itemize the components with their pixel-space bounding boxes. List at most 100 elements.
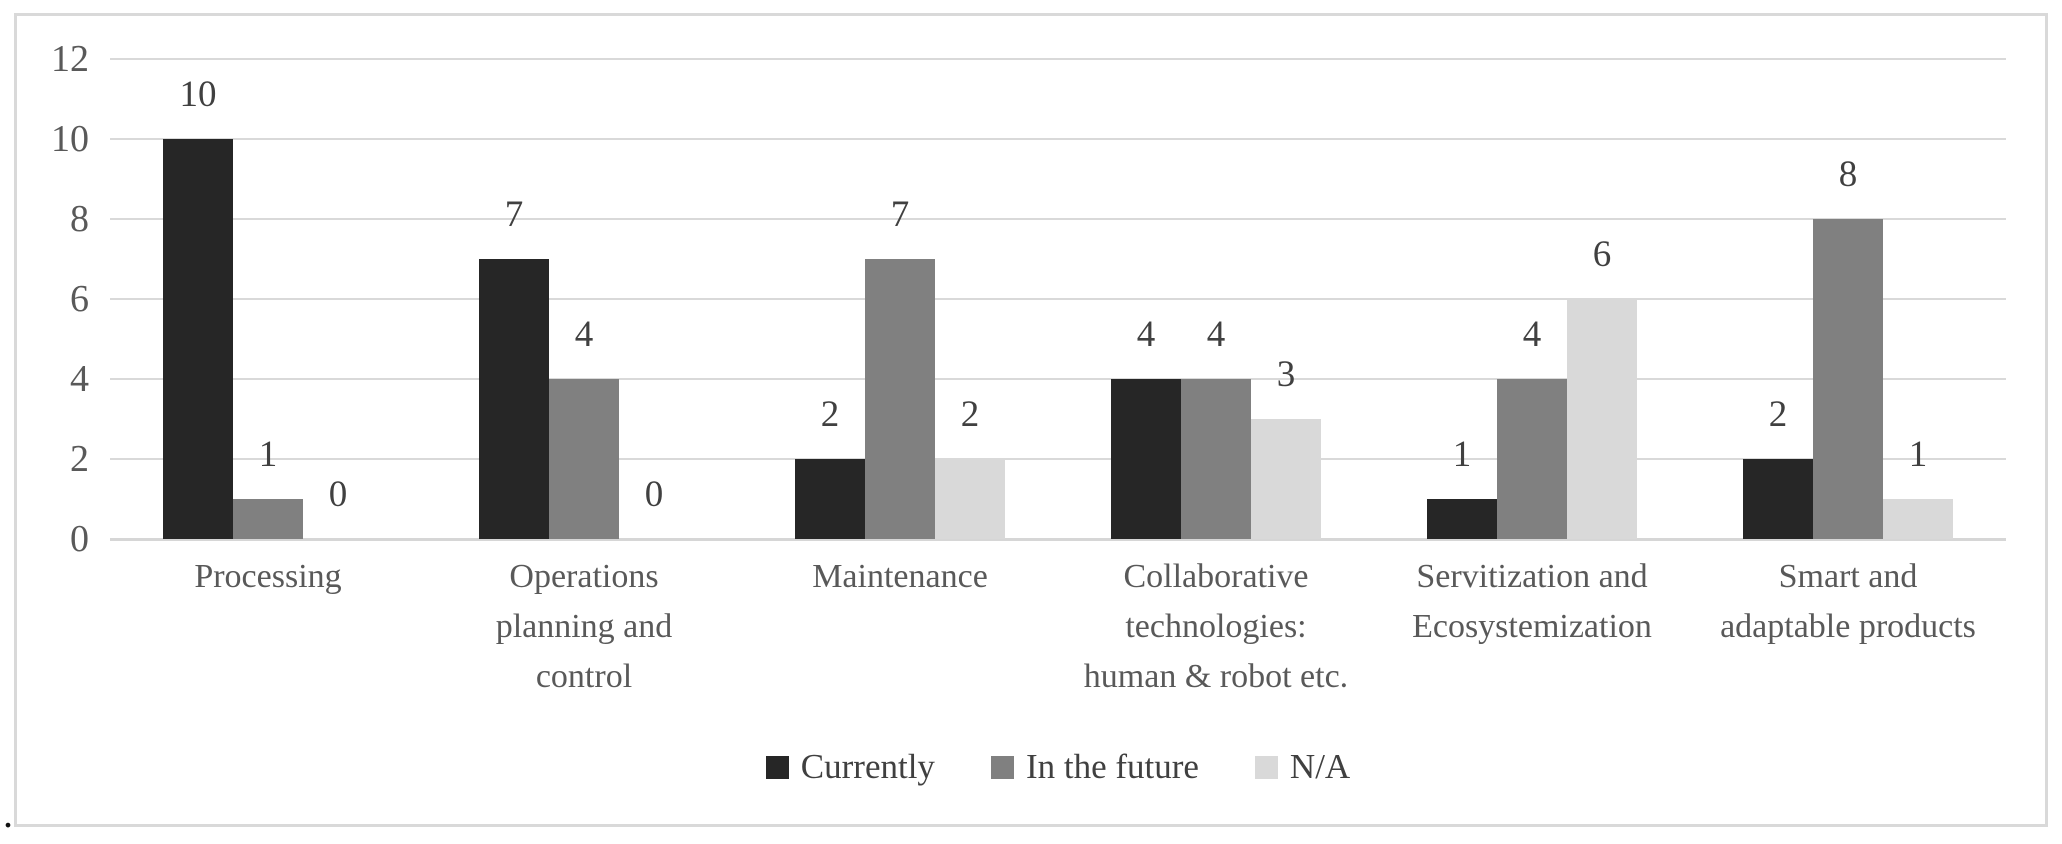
gridline <box>110 58 2006 60</box>
category-label: Maintenance <box>742 552 1058 602</box>
bar-value-label: 3 <box>1276 354 1296 395</box>
bar-slot: 6 <box>1567 59 1637 539</box>
bar-value-label: 2 <box>820 394 840 435</box>
bar-group: 2 7 2 <box>742 59 1058 539</box>
bar-value-label: 7 <box>890 194 910 235</box>
bar-value-label: 8 <box>1838 154 1858 195</box>
bar-chart: 10 1 0 7 4 0 2 7 2 4 4 3 1 4 6 2 8 1 12 10 8 6 4 2 0 Processing… <box>14 13 2048 827</box>
y-tick-label: 6 <box>70 278 89 320</box>
bar-slot: 7 <box>479 59 549 539</box>
bar-slot: 4 <box>549 59 619 539</box>
legend-swatch-icon <box>1254 755 1278 779</box>
y-tick-label: 4 <box>70 358 89 400</box>
bar-in-the-future <box>1497 379 1567 539</box>
legend-swatch-icon <box>990 755 1014 779</box>
category-label-line: Operations <box>509 558 659 595</box>
gridline <box>110 458 2006 460</box>
category-label-line: Servitization and <box>1416 558 1648 595</box>
bar-value-label: 1 <box>1452 434 1472 475</box>
category-label-line: Smart and <box>1778 558 1918 595</box>
category-label-line: Processing <box>194 558 342 595</box>
bar-value-label: 0 <box>644 474 664 515</box>
legend-item-n-a: N/A <box>1254 742 1351 792</box>
category-label: Smart and adaptable products <box>1690 552 2006 652</box>
bar-slot: 4 <box>1111 59 1181 539</box>
bar-currently <box>795 459 865 539</box>
bar-value-label: 4 <box>1136 314 1156 355</box>
bar-in-the-future <box>233 499 303 539</box>
legend-label: In the future <box>1025 747 1199 786</box>
bar-n-a <box>1567 299 1637 539</box>
bar-slot: 2 <box>935 59 1005 539</box>
bar-slot: 3 <box>1251 59 1321 539</box>
bar-in-the-future <box>865 259 935 539</box>
gridline <box>110 218 2006 220</box>
bar-slot: 2 <box>795 59 865 539</box>
gridline <box>110 378 2006 380</box>
bar-value-label: 6 <box>1592 234 1612 275</box>
category-label-line: Maintenance <box>812 558 988 595</box>
bar-currently <box>479 259 549 539</box>
bar-slot: 8 <box>1813 59 1883 539</box>
bar-slot: 0 <box>303 59 373 539</box>
category-label: Collaborative technologies: human & robot … <box>1058 552 1374 702</box>
category-label: Servitization and Ecosystemization <box>1374 552 1690 652</box>
bar-value-label: 2 <box>960 394 980 435</box>
bar-group: 10 1 0 <box>110 59 426 539</box>
y-tick-label: 8 <box>70 198 89 240</box>
category-label-line: Collaborative <box>1123 558 1309 595</box>
bar-in-the-future <box>1181 379 1251 539</box>
x-axis-line <box>110 538 2006 541</box>
y-tick-label: 12 <box>51 38 89 80</box>
legend-label: N/A <box>1289 747 1351 786</box>
bar-slot: 1 <box>1427 59 1497 539</box>
bar-slot: 0 <box>619 59 689 539</box>
bar-n-a <box>1883 499 1953 539</box>
legend-swatch-icon <box>765 755 789 779</box>
caption-period: . <box>3 791 13 836</box>
y-tick-label: 0 <box>70 518 89 560</box>
category-label-line: planning and <box>495 608 673 645</box>
category-label-line: technologies: <box>1125 608 1307 645</box>
bar-currently <box>163 139 233 539</box>
bar-group: 7 4 0 <box>426 59 742 539</box>
y-tick-label: 10 <box>51 118 89 160</box>
gridline <box>110 298 2006 300</box>
category-label: Operations planning and control <box>426 552 742 702</box>
legend-item-in-the-future: In the future <box>990 742 1199 792</box>
bar-currently <box>1427 499 1497 539</box>
bar-value-label: 1 <box>258 434 278 475</box>
bar-slot: 1 <box>233 59 303 539</box>
bar-value-label: 0 <box>328 474 348 515</box>
bar-in-the-future <box>549 379 619 539</box>
legend-label: Currently <box>800 747 935 786</box>
bar-currently <box>1111 379 1181 539</box>
bar-in-the-future <box>1813 219 1883 539</box>
category-label-line: Ecosystemization <box>1412 608 1652 645</box>
bar-value-label: 2 <box>1768 394 1788 435</box>
bar-slot: 4 <box>1181 59 1251 539</box>
category-label-line: control <box>535 658 633 695</box>
legend-item-currently: Currently <box>765 742 935 792</box>
bar-value-label: 7 <box>504 194 524 235</box>
y-tick-label: 2 <box>70 438 89 480</box>
bar-n-a <box>1251 419 1321 539</box>
bar-slot: 10 <box>163 59 233 539</box>
bar-slot: 7 <box>865 59 935 539</box>
gridline <box>110 138 2006 140</box>
bar-group: 4 4 3 <box>1058 59 1374 539</box>
category-label: Processing <box>110 552 426 602</box>
bar-value-label: 1 <box>1908 434 1928 475</box>
bar-value-label: 4 <box>1206 314 1226 355</box>
bar-currently <box>1743 459 1813 539</box>
bar-slot: 4 <box>1497 59 1567 539</box>
bar-slot: 2 <box>1743 59 1813 539</box>
bar-slot: 1 <box>1883 59 1953 539</box>
bar-group: 2 8 1 <box>1690 59 2006 539</box>
bar-n-a <box>935 459 1005 539</box>
category-label-line: adaptable products <box>1720 608 1976 645</box>
category-label-line: human & robot etc. <box>1083 658 1349 695</box>
bar-value-label: 4 <box>574 314 594 355</box>
bar-group: 1 4 6 <box>1374 59 1690 539</box>
